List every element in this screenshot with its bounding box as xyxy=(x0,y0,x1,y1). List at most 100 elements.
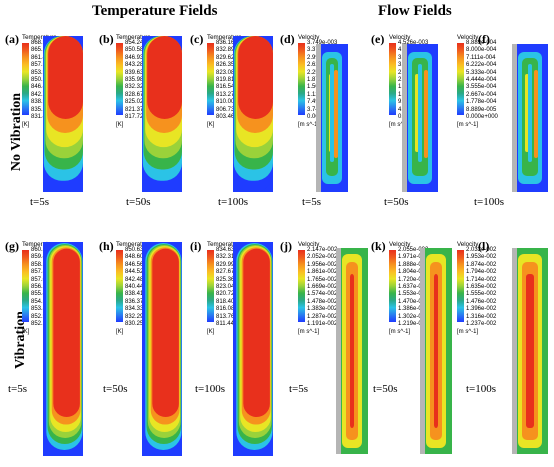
legend-title: Velocity xyxy=(298,241,320,248)
legend-tick-label: 0.000e+000 xyxy=(466,113,498,120)
legend-tick-label: 3.749e-003 xyxy=(307,40,338,46)
panel-tag-f: (f) xyxy=(478,32,490,46)
legend-tick-label: 858.637 xyxy=(31,261,53,268)
legend-tick-label: 850.638 xyxy=(125,247,147,253)
panel-tag-a: (a) xyxy=(5,32,19,46)
legend-title: Temperature xyxy=(22,34,57,41)
legend-tick-label: 857.683 xyxy=(31,62,53,69)
legend-title: Temperature xyxy=(207,241,242,248)
legend-tick-label: 1.287e-002 xyxy=(307,313,338,320)
time-label-h: t=50s xyxy=(103,383,128,395)
legend-tick-label: 4.526e-003 xyxy=(398,40,429,46)
legend-unit: [K] xyxy=(22,329,30,335)
legend-tick-label: 829.627 xyxy=(216,54,238,61)
legend-tick-label: 5.333e-004 xyxy=(466,69,497,76)
legend-title: Velocity xyxy=(389,34,411,41)
temperature-field-g xyxy=(43,242,83,456)
panel-tag-k: (k) xyxy=(371,239,386,253)
legend-tick-label: 8.889e-005 xyxy=(466,106,497,113)
legend-tick-label: 816.547 xyxy=(216,84,238,91)
legend-ticks: 834.637 832.318 829.998 827.679 825.360 823.0… xyxy=(216,247,238,327)
legend-tick-label: 850.195 xyxy=(31,76,53,83)
legend-tick-label: 1.669e-002 xyxy=(307,283,338,290)
temperature-field-i xyxy=(233,242,273,456)
velocity-field-k xyxy=(420,248,452,454)
legend-tick-label: 803.467 xyxy=(216,113,238,120)
legend-tick-label: 1.476e-002 xyxy=(466,298,497,305)
legend-tick-label: 2.033e-002 xyxy=(466,247,497,253)
legend-color-bar xyxy=(22,250,29,322)
legend-tick-label: 832.329 xyxy=(125,84,147,91)
panel-tag-b: (b) xyxy=(99,32,114,46)
legend-tick-label: 827.679 xyxy=(216,269,238,276)
legend-tick-label: 8.000e-004 xyxy=(466,47,497,54)
legend-tick-label: 838.411 xyxy=(125,291,147,298)
legend-tick-label: 832.297 xyxy=(125,313,147,320)
legend-title: Temperature xyxy=(22,241,57,248)
legend-tick-label: 836.167 xyxy=(216,40,238,46)
legend-tick-label: 1.478e-002 xyxy=(307,298,338,305)
legend-tick-label: 854.240 xyxy=(125,40,147,46)
legend-tick-label: 1.191e-002 xyxy=(307,320,338,327)
legend-tick-label: 838.963 xyxy=(31,99,53,106)
legend-tick-label: 1.953e-002 xyxy=(466,254,497,261)
legend-tick-label: 2.055e-002 xyxy=(398,247,429,253)
legend-title: Temperature xyxy=(116,34,151,41)
legend-color-bar xyxy=(22,43,29,115)
legend-tick-label: 834.637 xyxy=(216,247,238,253)
legend-color-bar xyxy=(116,43,123,115)
time-label-l: t=100s xyxy=(466,383,497,395)
legend-tick-label: 1.396e-002 xyxy=(466,306,497,313)
legend-tick-label: 840.448 xyxy=(125,283,147,290)
legend-tick-label: 1.888e-002 xyxy=(398,261,429,268)
time-label-d: t=5s xyxy=(302,196,322,208)
legend-tick-label: 856.220 xyxy=(31,283,53,290)
legend-unit: [K] xyxy=(116,329,124,335)
legend-tick-label: 859.442 xyxy=(31,254,53,261)
legend-title: Velocity xyxy=(457,34,479,41)
legend-ticks: 836.167 832.897 829.627 826.357 823.087 819.8… xyxy=(216,40,238,120)
legend-tick-label: 1.553e-002 xyxy=(398,291,429,298)
legend-tick-label: 868.915 xyxy=(31,40,53,46)
legend-tick-label: 835.219 xyxy=(31,106,53,113)
legend-tick-label: 823.040 xyxy=(216,283,238,290)
legend-tick-label: 853.802 xyxy=(31,306,53,313)
legend-ticks: 2.147e-002 2.052e-002 1.956e-002 1.861e-002… xyxy=(307,247,337,327)
legend-tick-label: 861.427 xyxy=(31,54,53,61)
legend-tick-label: 820.721 xyxy=(216,291,238,298)
legend-tick-label: 4.444e-004 xyxy=(466,76,497,83)
flow-fields-heading: Flow Fields xyxy=(378,3,452,19)
legend-tick-label: 1.637e-002 xyxy=(398,283,429,290)
velocity-field-e xyxy=(402,44,438,192)
legend-tick-label: 7.111e-004 xyxy=(466,54,496,61)
legend-k: Velocity 2.055e-002 1.971e-002 1.888e-002 1.… xyxy=(389,241,455,361)
legend-tick-label: 829.998 xyxy=(216,261,238,268)
legend-unit: [m s^-1] xyxy=(389,329,411,335)
legend-color-bar xyxy=(457,43,464,115)
legend-tick-label: 846.562 xyxy=(125,261,147,268)
legend-tick-label: 1.804e-002 xyxy=(398,269,429,276)
legend-tick-label: 825.025 xyxy=(125,99,147,106)
legend-tick-label: 844.524 xyxy=(125,269,147,276)
legend-tick-label: 1.555e-002 xyxy=(466,291,497,298)
time-label-i: t=100s xyxy=(195,383,226,395)
time-label-f: t=100s xyxy=(474,196,505,208)
legend-tick-label: 825.360 xyxy=(216,276,238,283)
legend-h: Temperature 850.638 848.600 846.562 844.524 8… xyxy=(116,241,182,361)
legend-tick-label: 836.373 xyxy=(125,298,147,305)
time-label-j: t=5s xyxy=(289,383,309,395)
legend-tick-label: 828.677 xyxy=(125,91,147,98)
temperature-field-b xyxy=(142,36,182,192)
time-label-a: t=5s xyxy=(30,196,50,208)
temperature-field-h xyxy=(142,242,182,456)
legend-tick-label: 832.318 xyxy=(216,254,238,261)
legend-tick-label: 1.794e-002 xyxy=(466,269,497,276)
legend-title: Temperature xyxy=(116,241,151,248)
legend-tick-label: 832.897 xyxy=(216,47,238,54)
time-label-e: t=50s xyxy=(384,196,409,208)
legend-tick-label: 811.443 xyxy=(216,320,238,327)
panel-tag-i: (i) xyxy=(190,239,202,253)
panel-tag-l: (l) xyxy=(478,239,490,253)
legend-unit: [m s^-1] xyxy=(457,122,479,128)
legend-tick-label: 813.277 xyxy=(216,91,238,98)
